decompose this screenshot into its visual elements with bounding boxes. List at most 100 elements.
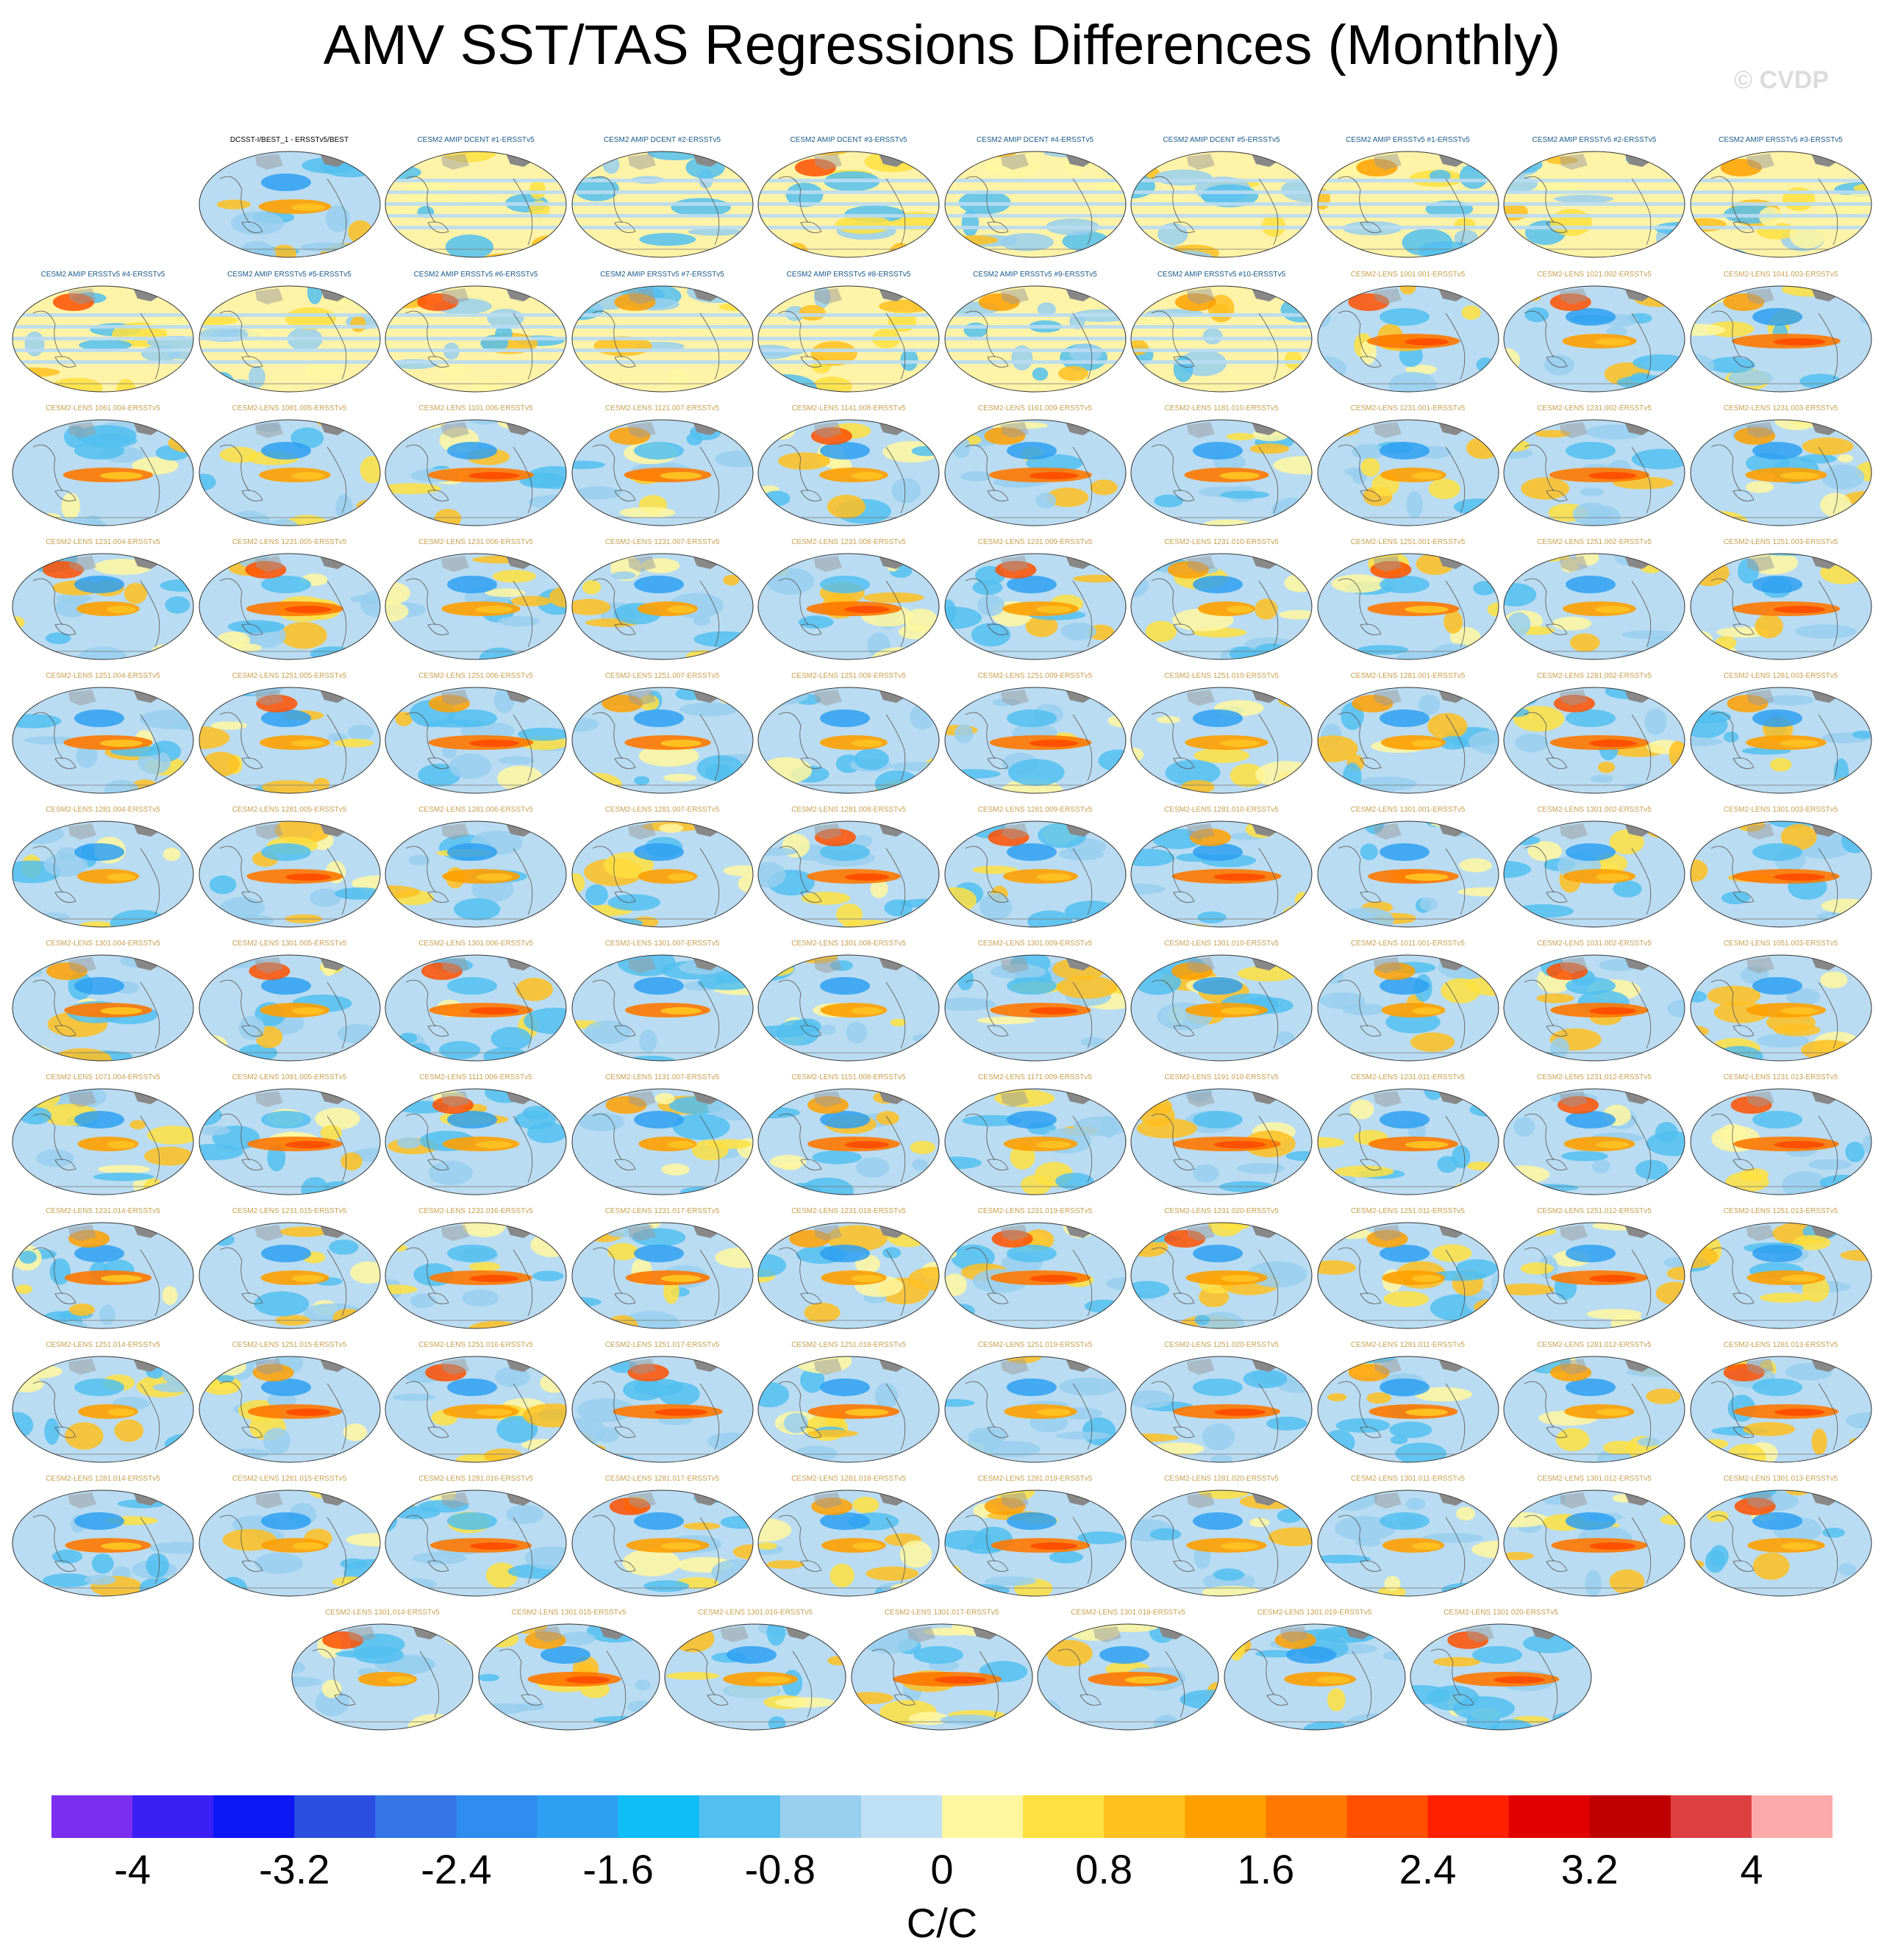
map-panel: CESM2-LENS 1251.007-ERSSTv5 [571,672,754,801]
map-panel-title: CESM2-LENS 1011.001-ERSSTv5 [1351,940,1465,948]
map-panel: CESM2-LENS 1091.005-ERSSTv5 [198,1073,382,1202]
map-panel: CESM2-LENS 1081.005-ERSSTv5 [198,404,382,533]
map-panel: CESM2-LENS 1301.003-ERSSTv5 [1689,806,1873,934]
map-panel-title: CESM2 AMIP DCENT #2-ERSSTv5 [603,136,721,144]
map-panel-title: CESM2-LENS 1251.007-ERSSTv5 [604,672,720,680]
map-panel-title: CESM2 AMIP ERSSTv5 #2-ERSSTv5 [1532,136,1657,144]
map-panel: CESM2-LENS 1301.019-ERSSTv5 [1223,1609,1407,1737]
map-panel: CESM2 AMIP ERSSTv5 #9-ERSSTv5 [943,271,1127,399]
colorbar-tick-label: -0.8 [744,1846,816,1892]
map-panel-title: CESM2-LENS 1121.007-ERSSTv5 [605,404,719,412]
colorbar-box [1023,1795,1105,1838]
map-panel-title: CESM2-LENS 1231.009-ERSSTv5 [977,538,1093,546]
map-panel-title: CESM2-LENS 1231.011-ERSSTv5 [1351,1073,1465,1081]
map-panel: CESM2-LENS 1301.007-ERSSTv5 [571,940,754,1068]
colorbar-box [860,1795,943,1838]
map-panel: CESM2-LENS 1281.014-ERSSTv5 [11,1475,195,1603]
map-panel: CESM2-LENS 1301.016-ERSSTv5 [663,1609,847,1737]
map-panel: CESM2-LENS 1141.008-ERSSTv5 [757,404,941,533]
map-panel-title: CESM2-LENS 1251.012-ERSSTv5 [1537,1207,1652,1215]
colorbar-tick-label: 1.6 [1237,1846,1295,1892]
colorbar [51,1795,1833,1838]
colorbar-tick-label: -3.2 [259,1846,330,1892]
map-panel-title: CESM2-LENS 1301.017-ERSSTv5 [884,1609,999,1617]
map-panel: CESM2-LENS 1231.015-ERSSTv5 [198,1207,382,1336]
colorbar-box [942,1795,1024,1838]
map-panel: CESM2 AMIP ERSSTv5 #6-ERSSTv5 [384,271,568,399]
map-panel-grid: DCSST-I/BEST_1 - ERSSTv5/BEST CESM2 AMIP … [11,136,1873,1737]
map-panel: CESM2-LENS 1301.004-ERSSTv5 [11,940,195,1068]
map-panel-title: CESM2-LENS 1101.006-ERSSTv5 [418,404,533,412]
page-title: AMV SST/TAS Regressions Differences (Mon… [323,14,1561,76]
map-panel: CESM2-LENS 1231.008-ERSSTv5 [757,538,941,667]
map-panel: CESM2-LENS 1231.005-ERSSTv5 [198,538,382,667]
map-panel: CESM2-LENS 1121.007-ERSSTv5 [571,404,754,533]
map-panel-title: CESM2-LENS 1281.006-ERSSTv5 [418,806,533,814]
colorbar-box [375,1795,457,1838]
map-panel-title: CESM2-LENS 1281.001-ERSSTv5 [1350,672,1466,680]
map-panel-title: CESM2-LENS 1251.005-ERSSTv5 [232,672,347,680]
map-panel: CESM2-LENS 1231.020-ERSSTv5 [1130,1207,1313,1336]
map-panel: CESM2-LENS 1181.010-ERSSTv5 [1130,404,1313,533]
map-panel-title: CESM2-LENS 1301.012-ERSSTv5 [1537,1475,1652,1483]
map-panel: CESM2 AMIP ERSSTv5 #1-ERSSTv5 [1316,136,1500,265]
map-panel: CESM2-LENS 1231.006-ERSSTv5 [384,538,568,667]
map-panel-title: CESM2-LENS 1301.020-ERSSTv5 [1444,1609,1558,1617]
map-panel: CESM2-LENS 1251.004-ERSSTv5 [11,672,195,801]
map-panel: CESM2-LENS 1301.018-ERSSTv5 [1036,1609,1220,1737]
map-panel: CESM2-LENS 1301.012-ERSSTv5 [1502,1475,1686,1603]
map-panel-title: CESM2-LENS 1231.020-ERSSTv5 [1164,1207,1279,1215]
map-panel-title: CESM2-LENS 1231.015-ERSSTv5 [232,1207,347,1215]
colorbar-tick-label: 3.2 [1560,1846,1619,1892]
map-panel: CESM2-LENS 1021.002-ERSSTv5 [1502,271,1686,399]
map-panel-title: CESM2-LENS 1251.014-ERSSTv5 [46,1341,160,1349]
map-panel-title: CESM2 AMIP DCENT #3-ERSSTv5 [790,136,907,144]
map-panel-title: CESM2-LENS 1231.001-ERSSTv5 [1350,404,1466,412]
map-panel: CESM2-LENS 1301.020-ERSSTv5 [1409,1609,1593,1737]
map-panel: CESM2-LENS 1031.002-ERSSTv5 [1502,940,1686,1068]
map-panel: CESM2-LENS 1251.009-ERSSTv5 [943,672,1127,801]
map-panel-title: CESM2-LENS 1191.010-ERSSTv5 [1164,1073,1279,1081]
map-panel-title: CESM2-LENS 1251.020-ERSSTv5 [1164,1341,1279,1349]
map-panel: CESM2 AMIP ERSSTv5 #8-ERSSTv5 [757,271,941,399]
map-panel-title: CESM2-LENS 1301.016-ERSSTv5 [698,1609,813,1617]
map-panel-title: CESM2-LENS 1251.015-ERSSTv5 [232,1341,347,1349]
map-panel-title: CESM2-LENS 1281.009-ERSSTv5 [977,806,1093,814]
colorbar-box [1670,1795,1752,1838]
map-panel: CESM2 AMIP DCENT #1-ERSSTv5 [384,136,568,265]
map-panel-title: CESM2-LENS 1281.004-ERSSTv5 [46,806,160,814]
map-panel-title: CESM2 AMIP ERSSTv5 #10-ERSSTv5 [1157,271,1286,279]
map-panel-title: CESM2-LENS 1231.004-ERSSTv5 [46,538,160,546]
map-panel-title: CESM2-LENS 1301.003-ERSSTv5 [1723,806,1838,814]
map-panel: CESM2-LENS 1061.004-ERSSTv5 [11,404,195,533]
map-panel: CESM2-LENS 1231.003-ERSSTv5 [1689,404,1873,533]
map-panel: CESM2-LENS 1251.003-ERSSTv5 [1689,538,1873,667]
colorbar-tick-label: -1.6 [582,1846,654,1892]
map-panel-title: CESM2 AMIP ERSSTv5 #5-ERSSTv5 [227,271,352,279]
map-panel: CESM2-LENS 1151.008-ERSSTv5 [757,1073,941,1202]
map-panel: CESM2-LENS 1301.005-ERSSTv5 [198,940,382,1068]
colorbar-box [213,1795,295,1838]
map-panel: CESM2-LENS 1111.006-ERSSTv5 [384,1073,568,1202]
map-panel-title: CESM2-LENS 1301.013-ERSSTv5 [1723,1475,1838,1483]
copyright-label: © CVDP [1734,66,1829,94]
map-panel-title: CESM2-LENS 1301.009-ERSSTv5 [977,940,1093,948]
map-panel-title: CESM2-LENS 1231.012-ERSSTv5 [1537,1073,1652,1081]
map-panel-title: CESM2-LENS 1251.010-ERSSTv5 [1164,672,1279,680]
map-panel-title: CESM2 AMIP ERSSTv5 #8-ERSSTv5 [786,271,911,279]
map-panel-title: CESM2-LENS 1281.013-ERSSTv5 [1723,1341,1838,1349]
map-panel-title: CESM2-LENS 1251.018-ERSSTv5 [791,1341,906,1349]
map-panel-title: CESM2-LENS 1001.001-ERSSTv5 [1350,271,1466,279]
map-panel-title: CESM2-LENS 1281.002-ERSSTv5 [1537,672,1652,680]
map-panel: CESM2-LENS 1041.003-ERSSTv5 [1689,271,1873,399]
colorbar-box [132,1795,214,1838]
map-panel: CESM2-LENS 1301.013-ERSSTv5 [1689,1475,1873,1603]
map-panel-title: CESM2-LENS 1231.002-ERSSTv5 [1537,404,1652,412]
map-panel-title: CESM2-LENS 1231.018-ERSSTv5 [791,1207,906,1215]
map-panel: CESM2-LENS 1281.005-ERSSTv5 [198,806,382,934]
map-panel-title: CESM2-LENS 1281.014-ERSSTv5 [46,1475,160,1483]
map-panel-title: CESM2-LENS 1301.015-ERSSTv5 [511,1609,627,1617]
map-panel: CESM2-LENS 1251.010-ERSSTv5 [1130,672,1313,801]
map-panel-title: CESM2-LENS 1031.002-ERSSTv5 [1537,940,1652,948]
map-panel-title: CESM2 AMIP DCENT #1-ERSSTv5 [417,136,535,144]
